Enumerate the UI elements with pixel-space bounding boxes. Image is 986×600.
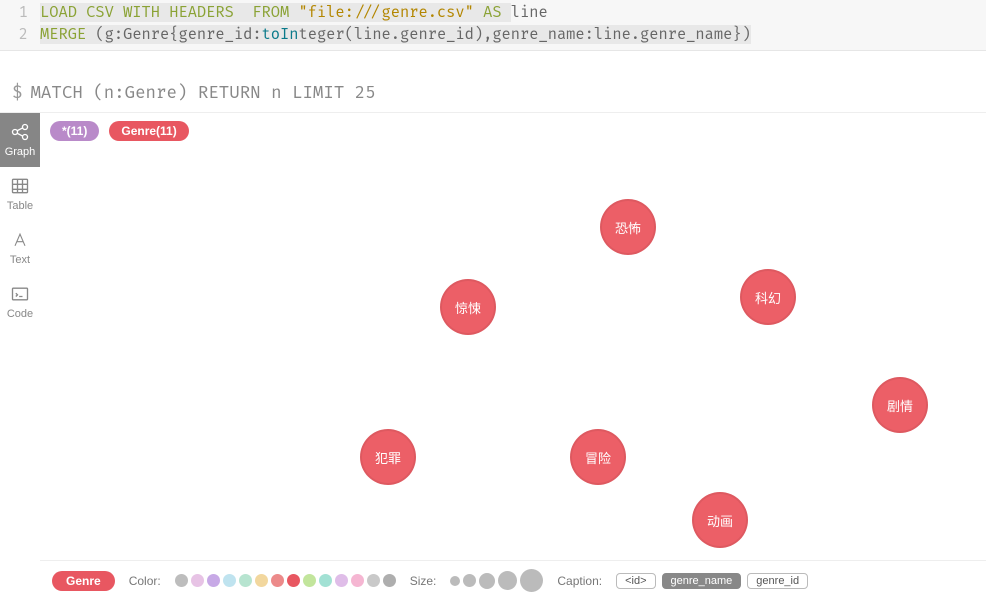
sidebar-item-label: Code: [7, 308, 33, 320]
graph-node[interactable]: 剧情: [872, 377, 928, 433]
color-swatch[interactable]: [335, 574, 348, 587]
graph-node[interactable]: 科幻: [740, 269, 796, 325]
color-swatch[interactable]: [207, 574, 220, 587]
chip-genre[interactable]: Genre(11): [109, 121, 188, 141]
size-dot[interactable]: [479, 573, 495, 589]
size-dots: [450, 569, 543, 592]
label-chip-row: *(11) Genre(11): [40, 113, 986, 149]
graph-icon: [10, 122, 30, 142]
size-dot[interactable]: [498, 571, 517, 590]
prompt-symbol: $: [12, 83, 22, 104]
caption-buttons: <id> genre_name genre_id: [616, 573, 808, 589]
sidebar-item-label: Graph: [5, 146, 36, 158]
color-swatch[interactable]: [191, 574, 204, 587]
result-area: *(11) Genre(11) 恐怖科幻 惊悚剧情犯罪 冒险动画 Genre Col…: [40, 113, 986, 600]
code-text: MERGE (g:Genre{genre_id:toInteger(line.g…: [40, 24, 751, 46]
color-swatch[interactable]: [271, 574, 284, 587]
color-label: Color:: [129, 574, 161, 588]
color-swatch[interactable]: [367, 574, 380, 587]
code-editor[interactable]: 1 LOAD CSV WITH HEADERS FROM "file:///ge…: [0, 0, 986, 51]
query-text: MATCH (n:Genre) RETURN n LIMIT 25: [30, 83, 375, 104]
graph-node[interactable]: 恐怖: [600, 199, 656, 255]
code-line: 2 MERGE (g:Genre{genre_id:toInteger(line…: [0, 24, 986, 46]
color-swatch[interactable]: [287, 574, 300, 587]
code-text: LOAD CSV WITH HEADERS FROM "file:///genr…: [40, 2, 548, 24]
query-bar[interactable]: $ MATCH (n:Genre) RETURN n LIMIT 25: [0, 75, 986, 113]
color-swatch[interactable]: [239, 574, 252, 587]
chip-all[interactable]: *(11): [50, 121, 99, 141]
code-icon: [10, 284, 30, 304]
size-dot[interactable]: [463, 574, 476, 587]
line-number: 1: [0, 2, 40, 24]
style-bottom-bar: Genre Color: Size: Caption: <id> genre_na…: [40, 560, 986, 600]
color-swatch[interactable]: [319, 574, 332, 587]
graph-canvas[interactable]: 恐怖科幻 惊悚剧情犯罪 冒险动画: [40, 149, 986, 560]
caption-button[interactable]: <id>: [616, 573, 655, 589]
result-panel: Graph Table Text Code *(11) Genre(11) 恐怖科幻 惊…: [0, 113, 986, 600]
caption-label: Caption:: [557, 574, 602, 588]
sidebar-item-label: Table: [7, 200, 33, 212]
text-icon: [10, 230, 30, 250]
table-icon: [10, 176, 30, 196]
result-view-sidebar: Graph Table Text Code: [0, 113, 40, 600]
color-swatch[interactable]: [255, 574, 268, 587]
graph-node[interactable]: 犯罪: [360, 429, 416, 485]
sidebar-item-text[interactable]: Text: [0, 221, 40, 275]
color-swatches: [175, 574, 396, 587]
color-swatch[interactable]: [351, 574, 364, 587]
sidebar-item-table[interactable]: Table: [0, 167, 40, 221]
color-swatch[interactable]: [303, 574, 316, 587]
caption-button[interactable]: genre_id: [747, 573, 808, 589]
size-label: Size:: [410, 574, 437, 588]
color-swatch[interactable]: [223, 574, 236, 587]
size-dot[interactable]: [450, 576, 460, 586]
sidebar-item-code[interactable]: Code: [0, 275, 40, 329]
graph-node[interactable]: 动画: [692, 492, 748, 548]
selected-label-pill[interactable]: Genre: [52, 571, 115, 591]
color-swatch[interactable]: [383, 574, 396, 587]
graph-node[interactable]: 惊悚: [440, 279, 496, 335]
size-dot[interactable]: [520, 569, 543, 592]
color-swatch[interactable]: [175, 574, 188, 587]
line-number: 2: [0, 24, 40, 46]
caption-button[interactable]: genre_name: [662, 573, 742, 589]
code-line: 1 LOAD CSV WITH HEADERS FROM "file:///ge…: [0, 2, 986, 24]
sidebar-item-graph[interactable]: Graph: [0, 113, 40, 167]
graph-node[interactable]: 冒险: [570, 429, 626, 485]
sidebar-item-label: Text: [10, 254, 30, 266]
